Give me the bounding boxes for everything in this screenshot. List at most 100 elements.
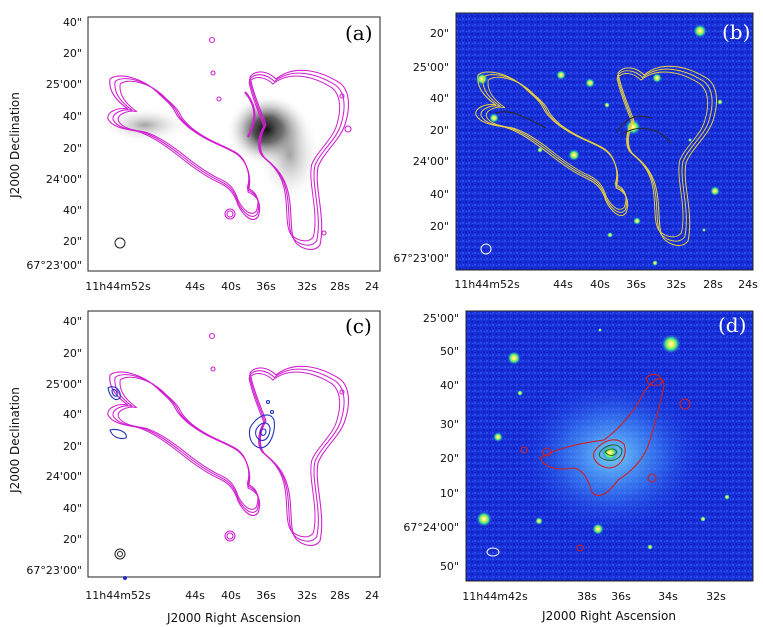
panel-b-star (717, 99, 723, 105)
panel-a-y-tick: 20" (63, 235, 82, 248)
panel-c-beam (114, 548, 126, 560)
panel-c-frame (87, 310, 381, 578)
panel-d-star (647, 544, 653, 550)
panel-c-label: (c) (345, 314, 372, 338)
panel-b-y-tick: 40" (430, 92, 449, 105)
panel-b-star (702, 228, 706, 232)
panel-d-y-tick: 50" (440, 560, 459, 573)
panel-b-star (688, 138, 692, 142)
panel-d-x-tick: 11h44m42s (462, 590, 528, 603)
axis-ticks: 40"20"25'00"40"20"24'00"40"20"67°23'00"1… (26, 16, 758, 603)
panel-a-y-tick: 67°23'00" (26, 259, 82, 272)
panel-c-y-tick: 40" (63, 502, 82, 515)
panel-d-label: (d) (718, 313, 746, 337)
panel-d-stars (476, 328, 730, 550)
panel-b-star (489, 113, 499, 123)
panel-b-y-tick: 25'00" (413, 61, 449, 74)
panel-b-x-tick: 28s (703, 278, 723, 291)
panel-d-y-tick: 67°24'00" (403, 521, 459, 534)
panel-c-x-tick: 40s (221, 589, 241, 602)
panel-d-y-tick: 25'00" (423, 312, 459, 325)
panel-a-y-tick: 20" (63, 142, 82, 155)
panel-b-star (710, 186, 720, 196)
panel-c-beam-inner (117, 551, 123, 557)
panel-b-star (607, 232, 613, 238)
panel-a-x-tick: 36s (256, 280, 276, 293)
panel-d-star (592, 523, 604, 535)
panel-b-y-tick: 24'00" (413, 155, 449, 168)
panel-a-y-tick: 24'00" (46, 173, 82, 186)
panel-b-x-tick: 24s (738, 278, 758, 291)
x-axis-title-c: J2000 Right Ascension (166, 611, 301, 625)
panel-b-y-tick: 40" (430, 188, 449, 201)
panel-d-y-tick: 30" (440, 418, 459, 431)
panel-a-x-tick: 32s (297, 280, 317, 293)
panel-c-y-tick: 20" (63, 533, 82, 546)
panel-b-stars (476, 24, 723, 266)
panel-b-y-tick: 20" (430, 124, 449, 137)
panel-b-star (633, 217, 641, 225)
panel-d-inner-contours (598, 444, 623, 461)
panel-d-contours (520, 373, 691, 552)
panel-c-x-tick: 28s (330, 589, 350, 602)
panel-c-y-tick: 25'00" (46, 378, 82, 391)
panel-d-star (476, 511, 492, 527)
panel-b-contours (475, 65, 717, 246)
panel-c-x-tick: 44s (185, 589, 205, 602)
panel-c-x-tick: 11h44m52s (85, 589, 151, 602)
panel-d-x-tick: 38s (577, 590, 597, 603)
panel-b-beam (480, 243, 492, 255)
panel-a-image (100, 94, 322, 205)
panel-d-x-tick: 34s (658, 590, 678, 603)
panel-b-y-tick: 20" (430, 27, 449, 40)
panel-c-blue-contours (107, 386, 275, 581)
panel-d-y-tick: 40" (440, 379, 459, 392)
panel-b-y-tick: 20" (430, 220, 449, 233)
panel-c-contours (107, 332, 350, 547)
panel-d-star (700, 516, 706, 522)
panel-c-y-tick: 24'00" (46, 470, 82, 483)
panel-c-x-tick: 32s (297, 589, 317, 602)
panel-c: (c) (87, 310, 381, 581)
panel-a-y-tick: 40" (63, 204, 82, 217)
panel-b-x-tick: 32s (666, 278, 686, 291)
panel-b: (b) (455, 12, 754, 271)
panel-a-x-tick: 40s (221, 280, 241, 293)
panel-b-star (585, 78, 595, 88)
panel-d-y-tick: 20" (440, 452, 459, 465)
panel-b-star (652, 73, 662, 83)
panel-d-star (507, 351, 521, 365)
panel-b-x-tick: 11h44m52s (454, 278, 520, 291)
panel-b-star (652, 260, 658, 266)
panel-d-y-tick: 10" (440, 487, 459, 500)
panel-a-label: (a) (345, 21, 373, 45)
panel-c-y-tick: 40" (63, 408, 82, 421)
panel-c-y-tick: 40" (63, 315, 82, 328)
panel-c-y-tick: 20" (63, 440, 82, 453)
panel-d-beam (486, 547, 500, 557)
panel-c-x-tick: 24 (365, 589, 379, 602)
panel-b-x-tick: 40s (590, 278, 610, 291)
panel-d-y-tick: 50" (440, 345, 459, 358)
panel-b-star (604, 102, 610, 108)
panel-c-y-tick: 67°23'00" (26, 564, 82, 577)
panel-d-x-tick: 32s (706, 590, 726, 603)
panel-c-x-tick: 36s (256, 589, 276, 602)
panel-b-label: (b) (722, 20, 750, 44)
panel-a-x-tick: 11h44m52s (85, 280, 151, 293)
panel-d-x-tick: 36s (611, 590, 631, 603)
panel-a-x-tick: 28s (330, 280, 350, 293)
panel-d-star (661, 334, 681, 354)
panel-d-star (517, 390, 523, 396)
panel-c-y-tick: 20" (63, 347, 82, 360)
panel-a-y-tick: 40" (63, 16, 82, 29)
panel-d-star (493, 432, 503, 442)
panel-b-star (556, 70, 566, 80)
panel-d: (d) (465, 310, 754, 582)
panel-d-star (724, 494, 730, 500)
panel-d-star (535, 517, 543, 525)
panel-a-beam (114, 237, 126, 249)
panel-b-star (568, 149, 580, 161)
panel-b-y-tick: 67°23'00" (393, 252, 449, 265)
x-axis-title-d: J2000 Right Ascension (541, 609, 676, 623)
